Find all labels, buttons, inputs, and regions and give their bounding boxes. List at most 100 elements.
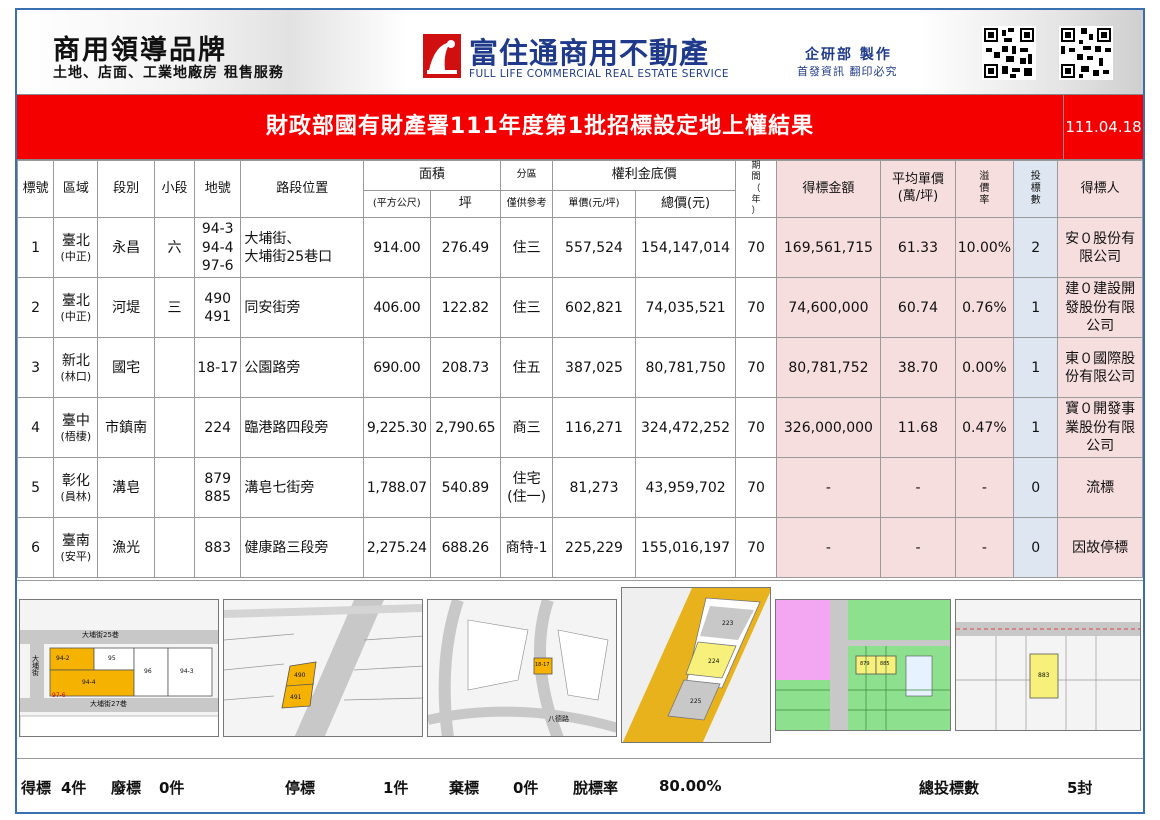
cadastral-map-1: 大埔街25巷 大埔街27巷 大埔街 94-2 95 94-4 96 94-3 9… bbox=[19, 599, 219, 737]
table-row: 6 臺南 (安平) 漁光 883 健康路三段旁 2,275.24 688.26 商特-1 225,… bbox=[16, 517, 1143, 579]
cell-unit-price: 387,025 bbox=[552, 337, 636, 399]
cell-term: 70 bbox=[735, 277, 777, 339]
table-body: 1 臺北 (中正) 永昌六 94-3 94-4 97-6 大埔街、 大埔街25巷口 914.… bbox=[16, 217, 1143, 579]
cell-no: 6 bbox=[16, 517, 55, 579]
summary-void-value: 0件 bbox=[159, 779, 185, 797]
company-name: 富住通商用不動產 bbox=[469, 36, 710, 70]
col-header-section: 段別 bbox=[97, 159, 155, 219]
map5-lot-label: 879 bbox=[860, 661, 870, 667]
cell-location: 臨港路四段旁 bbox=[240, 397, 365, 459]
cell-area-ping: 122.82 bbox=[429, 277, 501, 339]
summary-won-value: 4件 bbox=[61, 779, 87, 797]
summary-stopped-label: 停標 bbox=[285, 779, 316, 797]
cell-section: 漁光 bbox=[97, 517, 155, 579]
cell-bid-count: 0 bbox=[1013, 457, 1059, 519]
col-header-region: 區域 bbox=[53, 159, 99, 219]
map4-lot-label: 225 bbox=[690, 698, 702, 705]
table-row: 3 新北 (林口) 國宅 18-17 公園路旁 690.00 208.73 住五 387,025 8… bbox=[16, 337, 1143, 399]
map1-lot-label: 94-3 bbox=[180, 668, 194, 675]
cell-total-price: 155,016,197 bbox=[634, 517, 737, 579]
cell-region-district: (梧棲) bbox=[60, 429, 92, 443]
cell-winning-amount: - bbox=[775, 517, 882, 579]
col-header-avg-unit-price: 平均單價 (萬/坪) bbox=[880, 159, 956, 219]
table-row: 2 臺北 (中正) 河堤三 490 491 同安街旁 406.00 122.82 住三 602,8… bbox=[16, 277, 1143, 339]
cell-total-price: 80,781,750 bbox=[634, 337, 737, 399]
document-date: 111.04.18 bbox=[1063, 95, 1143, 159]
col-header-location: 路段位置 bbox=[240, 159, 365, 219]
cell-no: 2 bbox=[16, 277, 55, 339]
cell-winning-amount: 169,561,715 bbox=[775, 217, 882, 279]
cell-area-sqm: 2,275.24 bbox=[363, 517, 431, 579]
cadastral-map-2: 490 491 bbox=[223, 599, 423, 737]
map1-street-top: 大埔街25巷 bbox=[82, 631, 119, 639]
cell-zone: 住三 bbox=[499, 217, 554, 279]
map2-lot-label: 491 bbox=[290, 694, 302, 701]
col-header-winning-amount: 得標金額 bbox=[775, 159, 882, 219]
cadastral-map-3: 18-17 八德路 bbox=[427, 599, 617, 737]
cell-region-city: 臺北 bbox=[61, 232, 90, 249]
cell-winner: 流標 bbox=[1057, 457, 1143, 519]
cell-area-sqm: 9,225.30 bbox=[363, 397, 431, 459]
cell-region-district: (員林) bbox=[60, 489, 92, 503]
cell-region-city: 彰化 bbox=[61, 472, 90, 489]
cell-area-sqm: 914.00 bbox=[363, 217, 431, 279]
cell-avg-unit-price: 61.33 bbox=[880, 217, 956, 279]
cell-winner: 安０股份有限公司 bbox=[1057, 217, 1143, 279]
cell-lot: 94-3 94-4 97-6 bbox=[194, 217, 242, 279]
cell-winning-amount: 326,000,000 bbox=[775, 397, 882, 459]
cell-lot: 224 bbox=[194, 397, 242, 459]
summary-footer: 得標 4件 廢標 0件 停標 1件 棄標 0件 脫標率 80.00% 總投標數 … bbox=[17, 758, 1143, 814]
cell-no: 1 bbox=[16, 217, 55, 279]
cell-unit-price: 225,229 bbox=[552, 517, 636, 579]
cell-lot: 879 885 bbox=[194, 457, 242, 519]
brand-subtitle: 土地、店面、工業地廠房 租售服務 bbox=[53, 65, 284, 81]
company-name-en: FULL LIFE COMMERCIAL REAL ESTATE SERVICE bbox=[469, 68, 729, 80]
qr-code-icon bbox=[982, 26, 1036, 80]
map3-lot-label: 18-17 bbox=[535, 662, 550, 668]
summary-total-bids-value: 5封 bbox=[1067, 779, 1093, 797]
col-header-base-price: 權利金底價 bbox=[552, 160, 737, 191]
cell-region: 彰化 (員林) bbox=[53, 457, 99, 519]
header-gradient-band bbox=[17, 10, 407, 94]
brand-title: 商用領導品牌 bbox=[53, 35, 227, 66]
map1-lot-label: 97-6 bbox=[52, 692, 66, 699]
cell-area-ping: 276.49 bbox=[429, 217, 501, 279]
cell-unit-price: 602,821 bbox=[552, 277, 636, 339]
cell-section: 市鎮南 bbox=[97, 397, 155, 459]
col-header-bid-count: 投標數 bbox=[1013, 159, 1059, 219]
cell-winner: 因故停標 bbox=[1057, 517, 1143, 579]
cell-region-district: (中正) bbox=[60, 309, 92, 323]
cell-avg-unit-price: - bbox=[880, 517, 956, 579]
table-row: 4 臺中 (梧棲) 市鎮南 224 臨港路四段旁 9,225.30 2,790.65 商三 116… bbox=[16, 397, 1143, 459]
cell-winning-amount: 74,600,000 bbox=[775, 277, 882, 339]
cell-area-sqm: 690.00 bbox=[363, 337, 431, 399]
cell-total-price: 324,472,252 bbox=[634, 397, 737, 459]
cadastral-map-5: 879 885 bbox=[775, 599, 951, 731]
cell-region-district: (中正) bbox=[60, 249, 92, 263]
cell-region-city: 臺北 bbox=[61, 292, 90, 309]
document-title: 財政部國有財產署111年度第1批招標設定地上權結果 bbox=[265, 114, 815, 139]
cell-bid-count: 0 bbox=[1013, 517, 1059, 579]
cadastral-maps: 大埔街25巷 大埔街27巷 大埔街 94-2 95 94-4 96 94-3 9… bbox=[17, 580, 1143, 756]
tender-results-table: 標號 區域 段別 小段 地號 路段位置 面積 分區 權利金底價 期間（年） 得標… bbox=[16, 159, 1143, 579]
col-header-area-sqm: (平方公尺) bbox=[363, 189, 431, 219]
cell-avg-unit-price: - bbox=[880, 457, 956, 519]
col-header-no: 標號 bbox=[16, 159, 55, 219]
cell-premium-rate: - bbox=[954, 457, 1015, 519]
cell-zone: 商特-1 bbox=[499, 517, 554, 579]
summary-stopped-value: 1件 bbox=[383, 779, 409, 797]
cell-subsection bbox=[153, 337, 196, 399]
cell-term: 70 bbox=[735, 457, 777, 519]
cell-region: 臺北 (中正) bbox=[53, 217, 99, 279]
cell-region-district: (林口) bbox=[60, 369, 92, 383]
cell-total-price: 43,959,702 bbox=[634, 457, 737, 519]
cell-area-ping: 2,790.65 bbox=[429, 397, 501, 459]
summary-void-label: 廢標 bbox=[111, 779, 142, 797]
cell-avg-unit-price: 60.74 bbox=[880, 277, 956, 339]
title-bar: 財政部國有財產署111年度第1批招標設定地上權結果 111.04.18 bbox=[17, 94, 1143, 160]
cell-no: 4 bbox=[16, 397, 55, 459]
cell-unit-price: 557,524 bbox=[552, 217, 636, 279]
cell-term: 70 bbox=[735, 337, 777, 399]
cell-no: 5 bbox=[16, 457, 55, 519]
col-header-lot: 地號 bbox=[194, 159, 242, 219]
